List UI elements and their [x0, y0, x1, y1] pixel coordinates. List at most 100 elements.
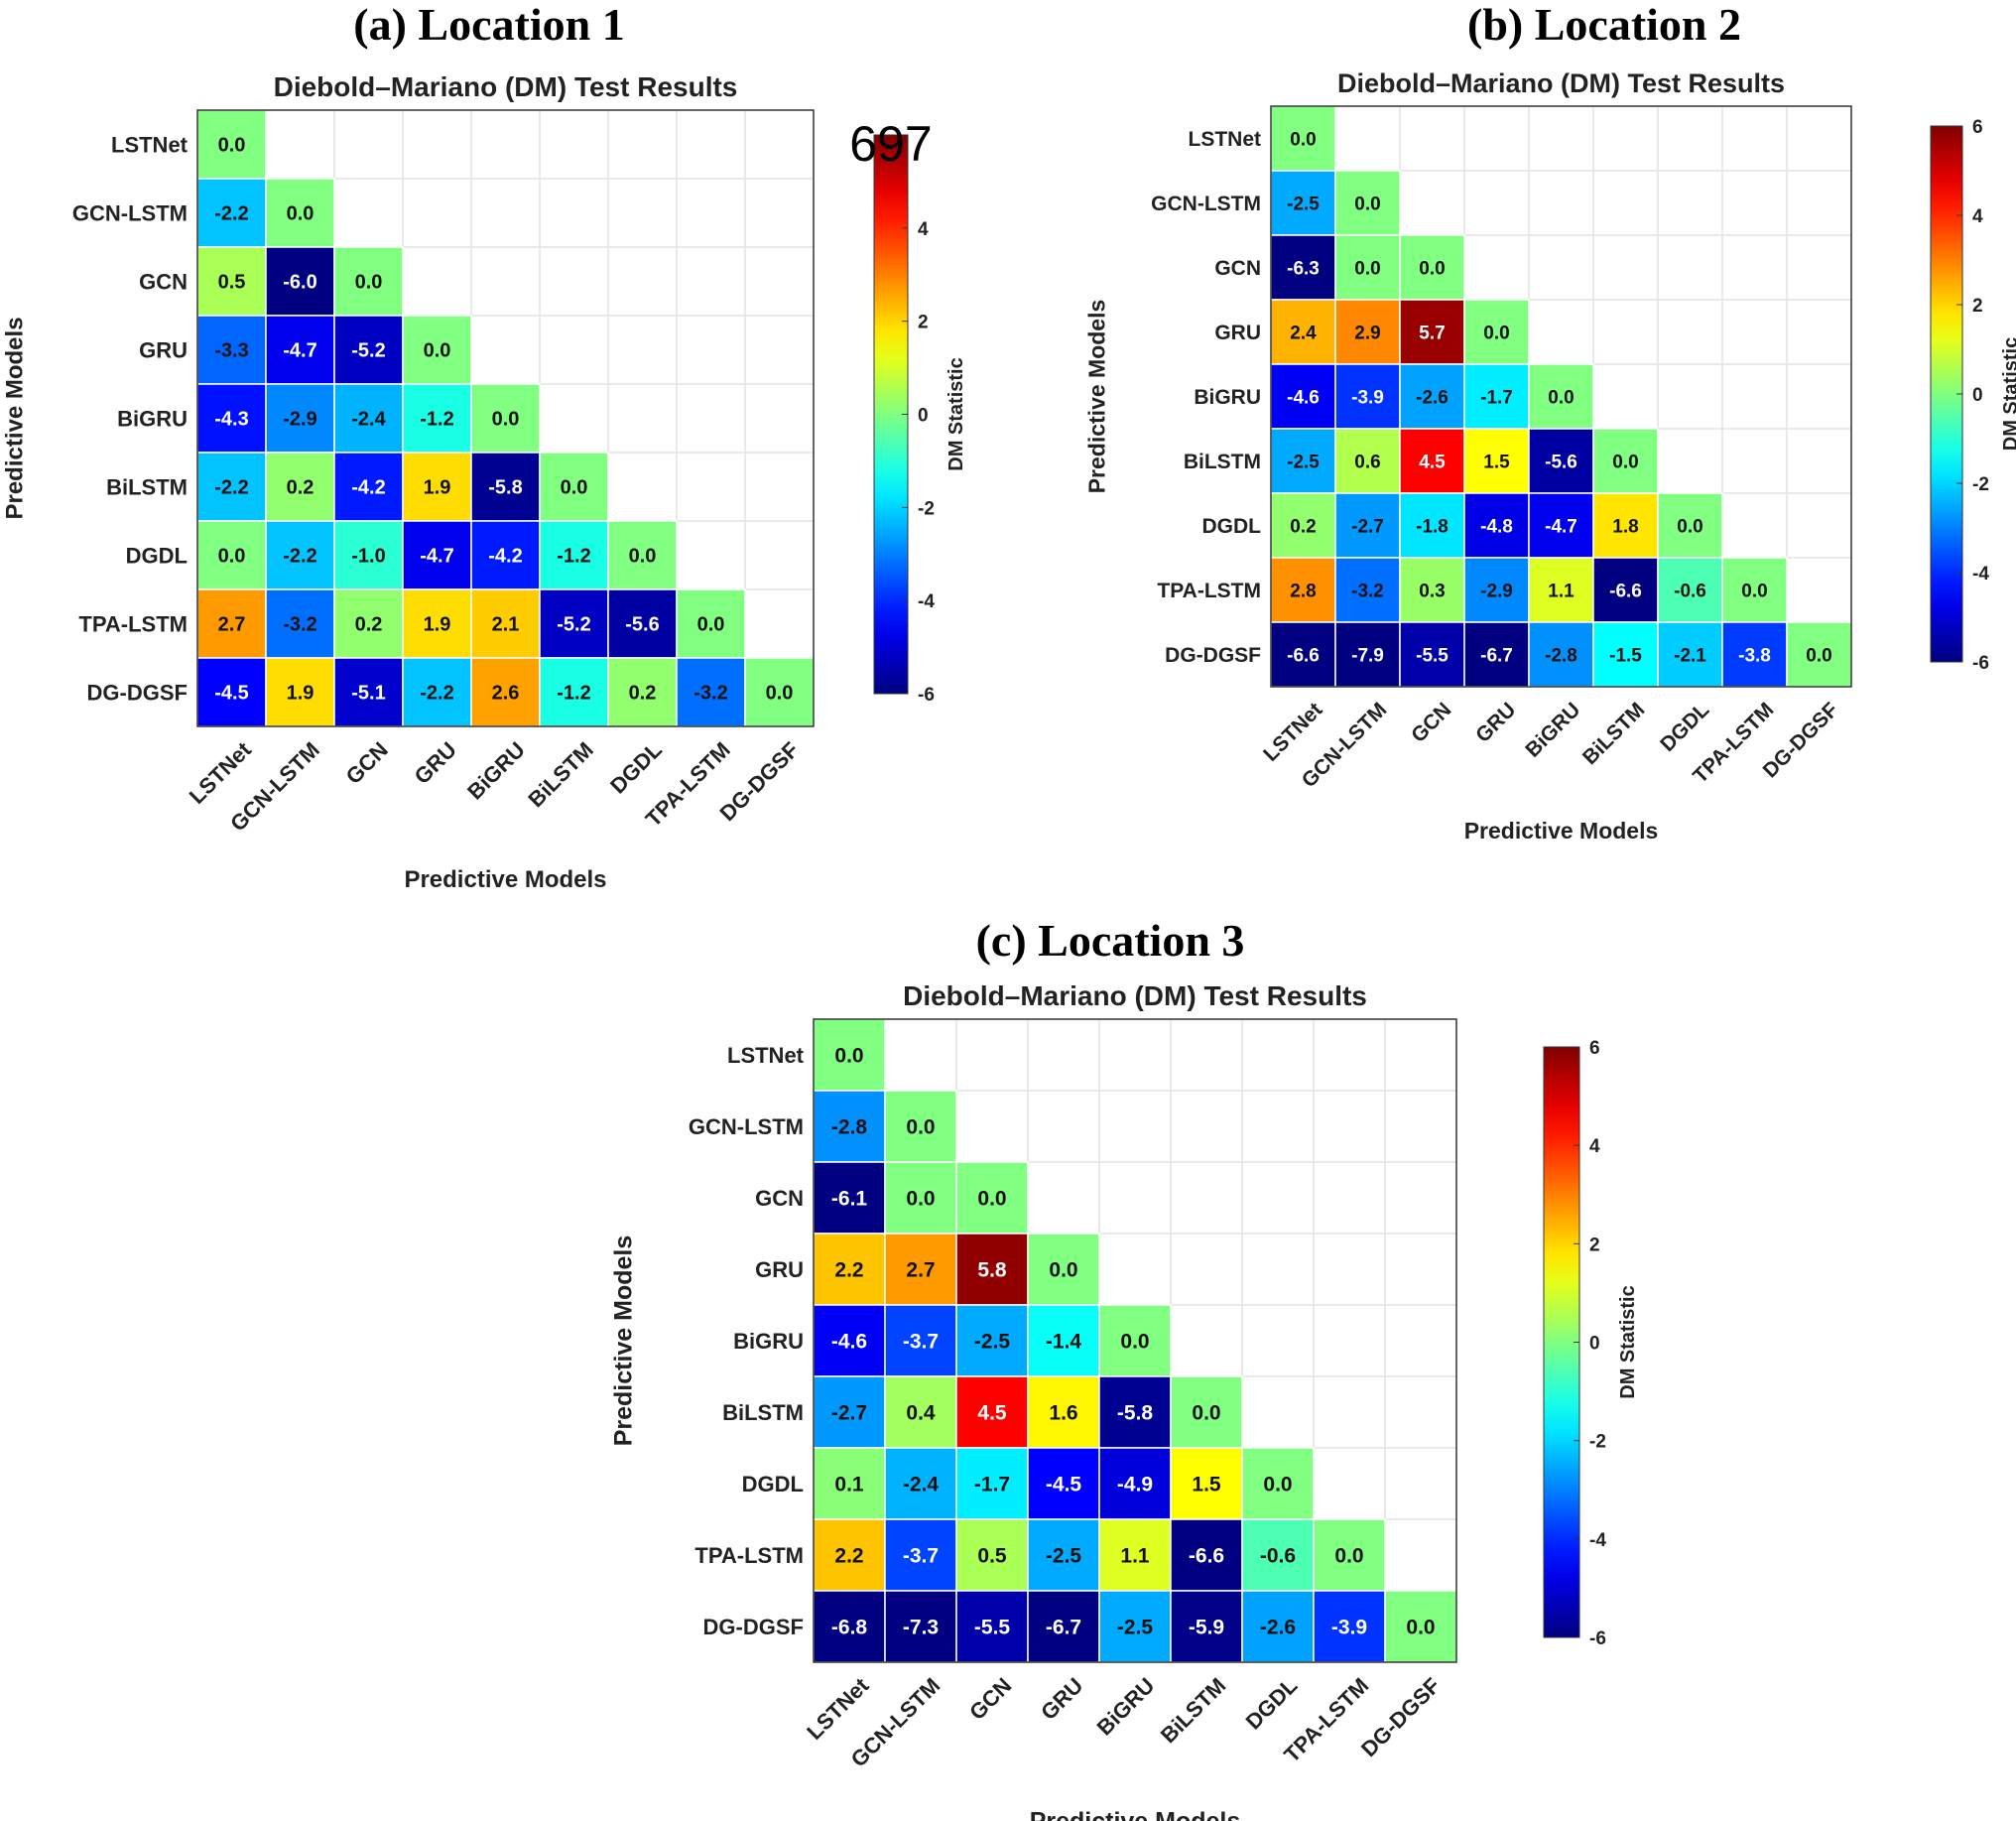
y-tick-label: DGDL [126, 543, 188, 568]
cell-value-label: -2.5 [1287, 452, 1320, 472]
x-tick-label: BiLSTM [523, 737, 598, 813]
cell-value-label: 0.0 [1192, 1402, 1220, 1425]
cell-value-label: -1.5 [1609, 645, 1642, 666]
cell-value-label: 0.1 [834, 1474, 864, 1496]
cell-value-label: 0.0 [1548, 387, 1574, 408]
heatmap-cell [265, 520, 335, 590]
heatmap-cell [676, 657, 746, 727]
plot-border [196, 109, 815, 727]
cell-value-label: 1.1 [1548, 581, 1575, 601]
heatmap-cell [265, 246, 335, 317]
cell-value-label: -4.2 [351, 477, 385, 499]
heatmap-cell [333, 520, 404, 590]
cell-value-label: -3.9 [1351, 387, 1384, 408]
heatmap-cell [1334, 299, 1401, 365]
heatmap-cell [1334, 621, 1401, 688]
heatmap-cell [607, 588, 678, 659]
x-tick-label: BiGRU [462, 737, 530, 805]
heatmap-cell [402, 383, 472, 454]
heatmap-cell [1657, 557, 1723, 623]
cell-value-label: 0.0 [977, 1188, 1006, 1211]
x-tick-label: DGDL [1241, 1673, 1303, 1735]
cell-value-label: 1.8 [1612, 516, 1638, 537]
cell-value-label: -6.0 [283, 272, 316, 294]
cell-value-label: 0.0 [1049, 1259, 1077, 1282]
heatmap-cell [884, 1090, 957, 1163]
y-tick-label: GCN [755, 1186, 804, 1211]
colorbar-tick-label: 2 [1972, 296, 1983, 317]
cell-value-label: 0.3 [1419, 581, 1445, 601]
heatmap-cell [196, 383, 267, 454]
cell-value-label: 0.0 [697, 614, 725, 636]
colorbar-tick-label: 6 [1972, 117, 1983, 138]
cell-value-label: -5.5 [1416, 645, 1449, 666]
heatmap-cell [1027, 1375, 1100, 1449]
colorbar-tick-label: 0 [1589, 1334, 1600, 1355]
cell-value-label: -5.8 [1117, 1402, 1154, 1425]
y-tick-label: BiLSTM [106, 474, 188, 499]
heatmap-cell [884, 1161, 957, 1235]
y-tick-label: TPA-LSTM [1157, 580, 1261, 602]
heatmap-cell [813, 1161, 886, 1235]
heatmap-cell [470, 588, 541, 659]
cell-value-label: 0.0 [355, 272, 383, 294]
y-tick-label: TPA-LSTM [78, 611, 188, 636]
cell-value-label: -6.3 [1287, 258, 1320, 279]
cell-value-label: -2.5 [1117, 1617, 1154, 1639]
heatmap-cell [539, 452, 609, 522]
x-tick-label: GRU [410, 737, 461, 789]
cell-value-label: -4.6 [1287, 387, 1320, 408]
cell-value-label: -2.8 [831, 1116, 868, 1139]
cell-value-label: -2.9 [1480, 581, 1513, 601]
heatmap-cell [884, 1447, 957, 1520]
cell-value-label: 0.0 [1354, 194, 1380, 214]
cell-value-label: 0.0 [287, 203, 315, 225]
heatmap-cell [539, 588, 609, 659]
cell-value-label: -2.2 [420, 683, 453, 705]
plot-border [1270, 105, 1852, 688]
heatmap-cell [1592, 428, 1659, 494]
cell-value-label: 0.0 [906, 1188, 935, 1211]
cell-value-label: 0.0 [1483, 323, 1509, 343]
heatmap-cell [1592, 557, 1659, 623]
overlay-text: 697 [849, 116, 932, 172]
heatmap-panel-3: (c) Location 3 Diebold–Mariano (DM) Test … [609, 915, 1639, 1821]
heatmap-cell [1098, 1304, 1172, 1377]
heatmap-cell [1399, 299, 1465, 365]
cell-value-label: -3.3 [214, 340, 248, 362]
cell-value-label: -7.9 [1351, 645, 1384, 666]
heatmap-cell [813, 1518, 886, 1592]
cell-value-label: 1.5 [1483, 452, 1510, 472]
cell-value-label: -3.7 [903, 1545, 939, 1568]
cell-value-label: 2.1 [492, 614, 520, 636]
y-tick-label: LSTNet [1189, 128, 1262, 151]
cell-value-label: 2.9 [1354, 323, 1380, 343]
panel-title: (a) Location 1 [353, 0, 624, 50]
heatmap-cell [1170, 1518, 1243, 1592]
heatmap-cell [1399, 234, 1465, 301]
y-tick-label: BiLSTM [722, 1400, 804, 1425]
y-axis-label: Predictive Models [1084, 300, 1110, 494]
chart-title: Diebold–Mariano (DM) Test Results [274, 71, 738, 102]
x-tick-label: BiLSTM [1156, 1673, 1231, 1749]
x-axis-label: Predictive Models [1464, 818, 1659, 844]
cell-value-label: 0.0 [906, 1116, 935, 1139]
colorbar-tick-label: -2 [1589, 1432, 1606, 1453]
colorbar-tick-label: 0 [918, 406, 929, 427]
y-tick-label: DGDL [1202, 515, 1262, 538]
heatmap-cell [196, 178, 267, 248]
cell-value-label: -5.1 [351, 683, 385, 705]
cell-value-label: -6.1 [831, 1188, 868, 1211]
heatmap-cell [196, 315, 267, 385]
cell-value-label: -6.7 [1480, 645, 1513, 666]
cell-value-label: 2.7 [906, 1259, 935, 1282]
heatmap-cell [265, 178, 335, 248]
heatmap-cell [1313, 1518, 1386, 1592]
heatmap-cell [1270, 299, 1336, 365]
heatmap-cell [470, 452, 541, 522]
x-tick-label: GRU [1036, 1673, 1087, 1725]
y-tick-label: GCN-LSTM [72, 200, 188, 225]
cell-value-label: 0.0 [424, 340, 451, 362]
colorbar-tick-label: 2 [1589, 1235, 1600, 1255]
cell-value-label: -5.2 [557, 614, 590, 636]
